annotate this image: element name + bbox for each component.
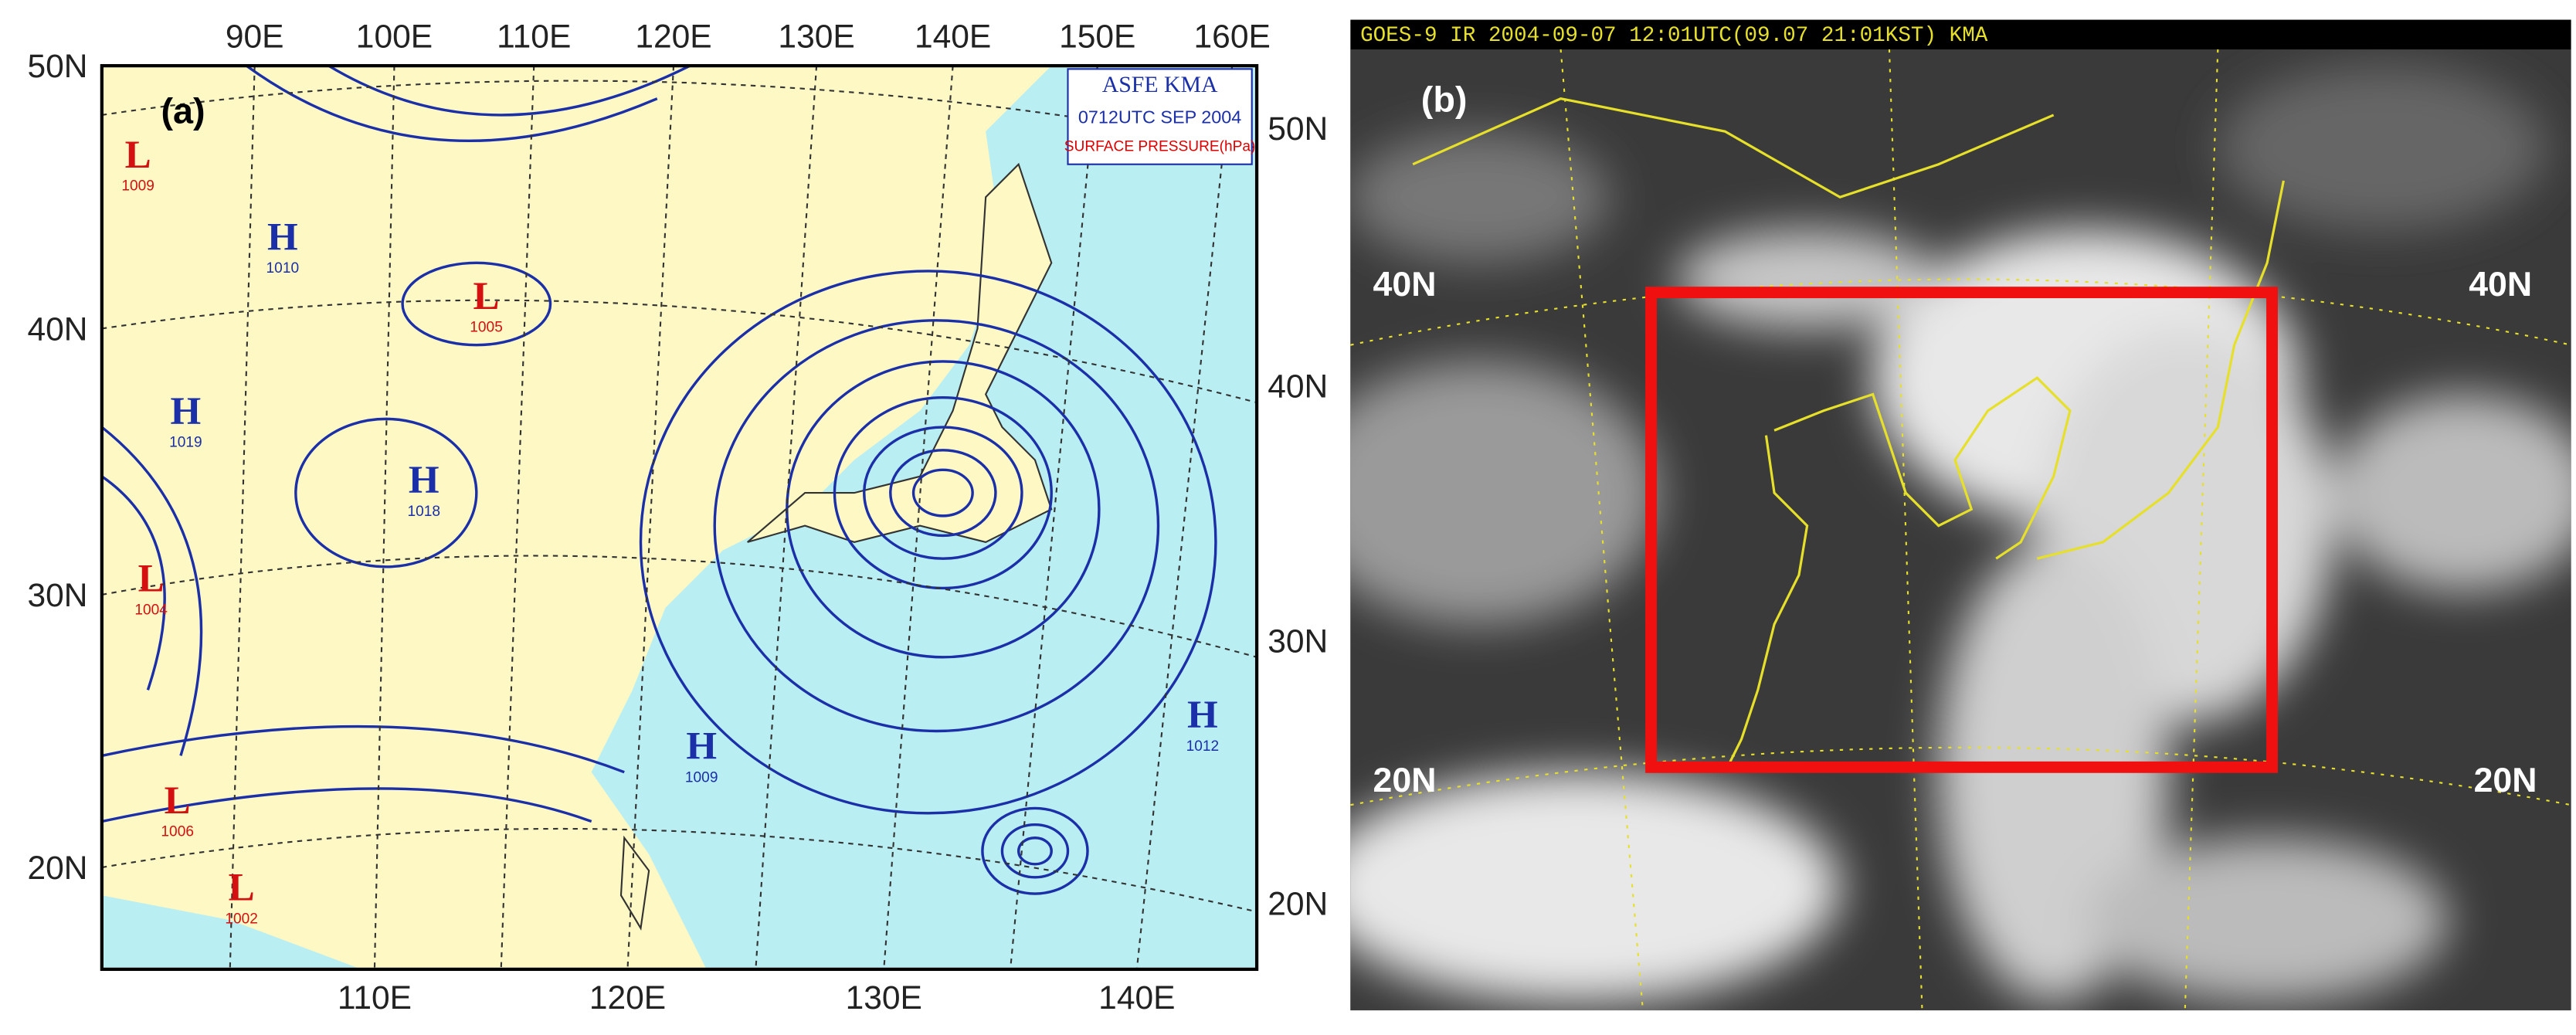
longitude-label: 120E (589, 979, 666, 1016)
satellite-axes: 40N 40N 20N 20N (1373, 266, 2537, 799)
latitude-label: 40N (1268, 368, 1328, 406)
satellite-image (1350, 49, 2571, 1011)
latitude-label: 30N (27, 577, 87, 614)
pressure-symbol: H (170, 390, 201, 433)
latitude-label: 40N (27, 310, 87, 348)
longitude-label: 120E (635, 19, 711, 56)
pressure-value: 1009 (121, 178, 154, 195)
pressure-value: 1005 (470, 320, 503, 336)
latitude-label: 30N (1268, 623, 1328, 660)
pressure-symbol: H (409, 459, 440, 502)
longitude-label: 140E (1098, 979, 1175, 1016)
longitude-label: 130E (846, 979, 922, 1016)
pressure-value: 1009 (685, 769, 718, 786)
map-axes: 90E 100E 110E 120E 130E 140E 150E 160E 50N 40N 30N… (27, 19, 1328, 1016)
legend-time: 0712UTC SEP 2004 (1078, 107, 1241, 127)
panel-label: (b) (1421, 80, 1468, 120)
map-frame (100, 63, 1259, 972)
pressure-value: 1004 (134, 602, 168, 618)
pressure-symbol: L (165, 779, 191, 823)
latitude-label: 40N (2469, 266, 2532, 304)
latitude-label: 20N (1373, 762, 1437, 799)
satellite-header: GOES-9 IR 2004-09-07 12:01UTC(09.07 21:0… (1360, 24, 1988, 48)
pressure-value: 1002 (225, 911, 258, 927)
pressure-symbol: H (686, 725, 717, 769)
legend-field: SURFACE PRESSURE(hPa) (1064, 139, 1256, 155)
legend-box (1067, 68, 1253, 165)
pressure-value: 1012 (1186, 738, 1220, 755)
pressure-symbol: L (125, 134, 151, 177)
weather-map (101, 66, 1257, 969)
pressure-symbol: L (138, 558, 165, 601)
longitude-label: 150E (1059, 19, 1135, 56)
pressure-symbol: H (267, 215, 298, 259)
focus-box (1645, 287, 2278, 773)
latitude-label: 50N (27, 48, 87, 85)
pressure-value: 1010 (266, 260, 300, 277)
longitude-label: 130E (778, 19, 854, 56)
legend-title: ASFE KMA (1102, 72, 1218, 97)
latitude-label: 20N (27, 850, 87, 887)
pressure-value: 1019 (169, 435, 202, 451)
pressure-systems: H1010H1019H1018H1009H1012L1005L1009L1004… (121, 134, 1219, 927)
longitude-label: 100E (356, 19, 433, 56)
latitude-label: 20N (1268, 886, 1328, 923)
longitude-label: 110E (497, 19, 571, 56)
latitude-label: 40N (1373, 266, 1437, 304)
latitude-label: 20N (2474, 762, 2537, 799)
longitude-label: 160E (1194, 19, 1271, 56)
latitude-label: 50N (1268, 110, 1328, 148)
longitude-label: 90E (226, 19, 284, 56)
panel-label: (a) (161, 91, 205, 131)
longitude-label: 140E (915, 19, 991, 56)
pressure-symbol: L (473, 275, 500, 318)
longitude-label: 110E (338, 979, 412, 1016)
pressure-value: 1006 (161, 824, 194, 840)
pressure-value: 1018 (407, 504, 440, 520)
pressure-symbol: L (229, 867, 255, 910)
pressure-symbol: H (1187, 694, 1218, 737)
